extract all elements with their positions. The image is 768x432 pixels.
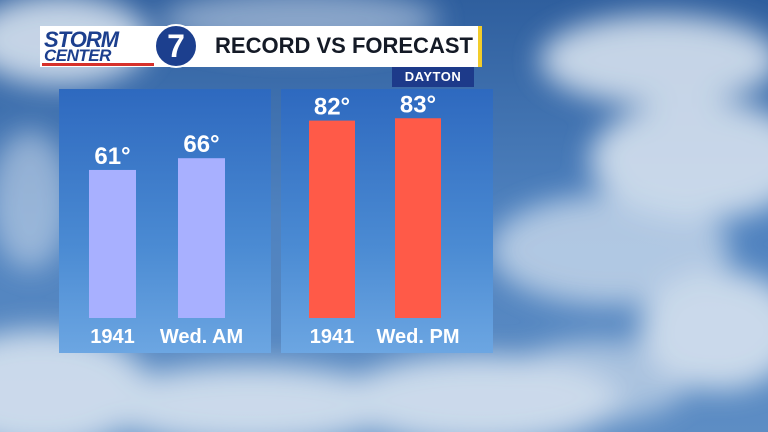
location-label: DAYTON [392, 67, 474, 87]
logo-number: 7 [167, 28, 185, 64]
chart-title: RECORD VS FORECAST [215, 33, 473, 58]
bar-1941-low [89, 169, 136, 318]
category-label: Wed. AM [160, 326, 243, 348]
logo-red-stripe [42, 63, 154, 66]
bar-value-label: 83° [400, 91, 436, 118]
category-label: 1941 [310, 326, 355, 348]
category-label: 1941 [90, 326, 135, 348]
bar-wed-am-low [178, 158, 225, 318]
bar-value-label: 66° [183, 131, 219, 158]
logo-center-text: CENTER [44, 46, 111, 65]
category-label: Wed. PM [377, 326, 460, 348]
bar-1941-high [309, 120, 355, 318]
storm-center-7-logo: STORM CENTER 7 [40, 24, 200, 68]
title-banner: STORM CENTER 7 RECORD VS FORECAST [40, 24, 482, 68]
bar-wed-pm-high [395, 118, 441, 318]
bar-value-label: 82° [314, 94, 350, 121]
logo-storm-text: STORM [44, 27, 119, 52]
bar-value-label: 61° [94, 143, 130, 170]
channel-7-badge-icon: 7 [154, 24, 198, 68]
